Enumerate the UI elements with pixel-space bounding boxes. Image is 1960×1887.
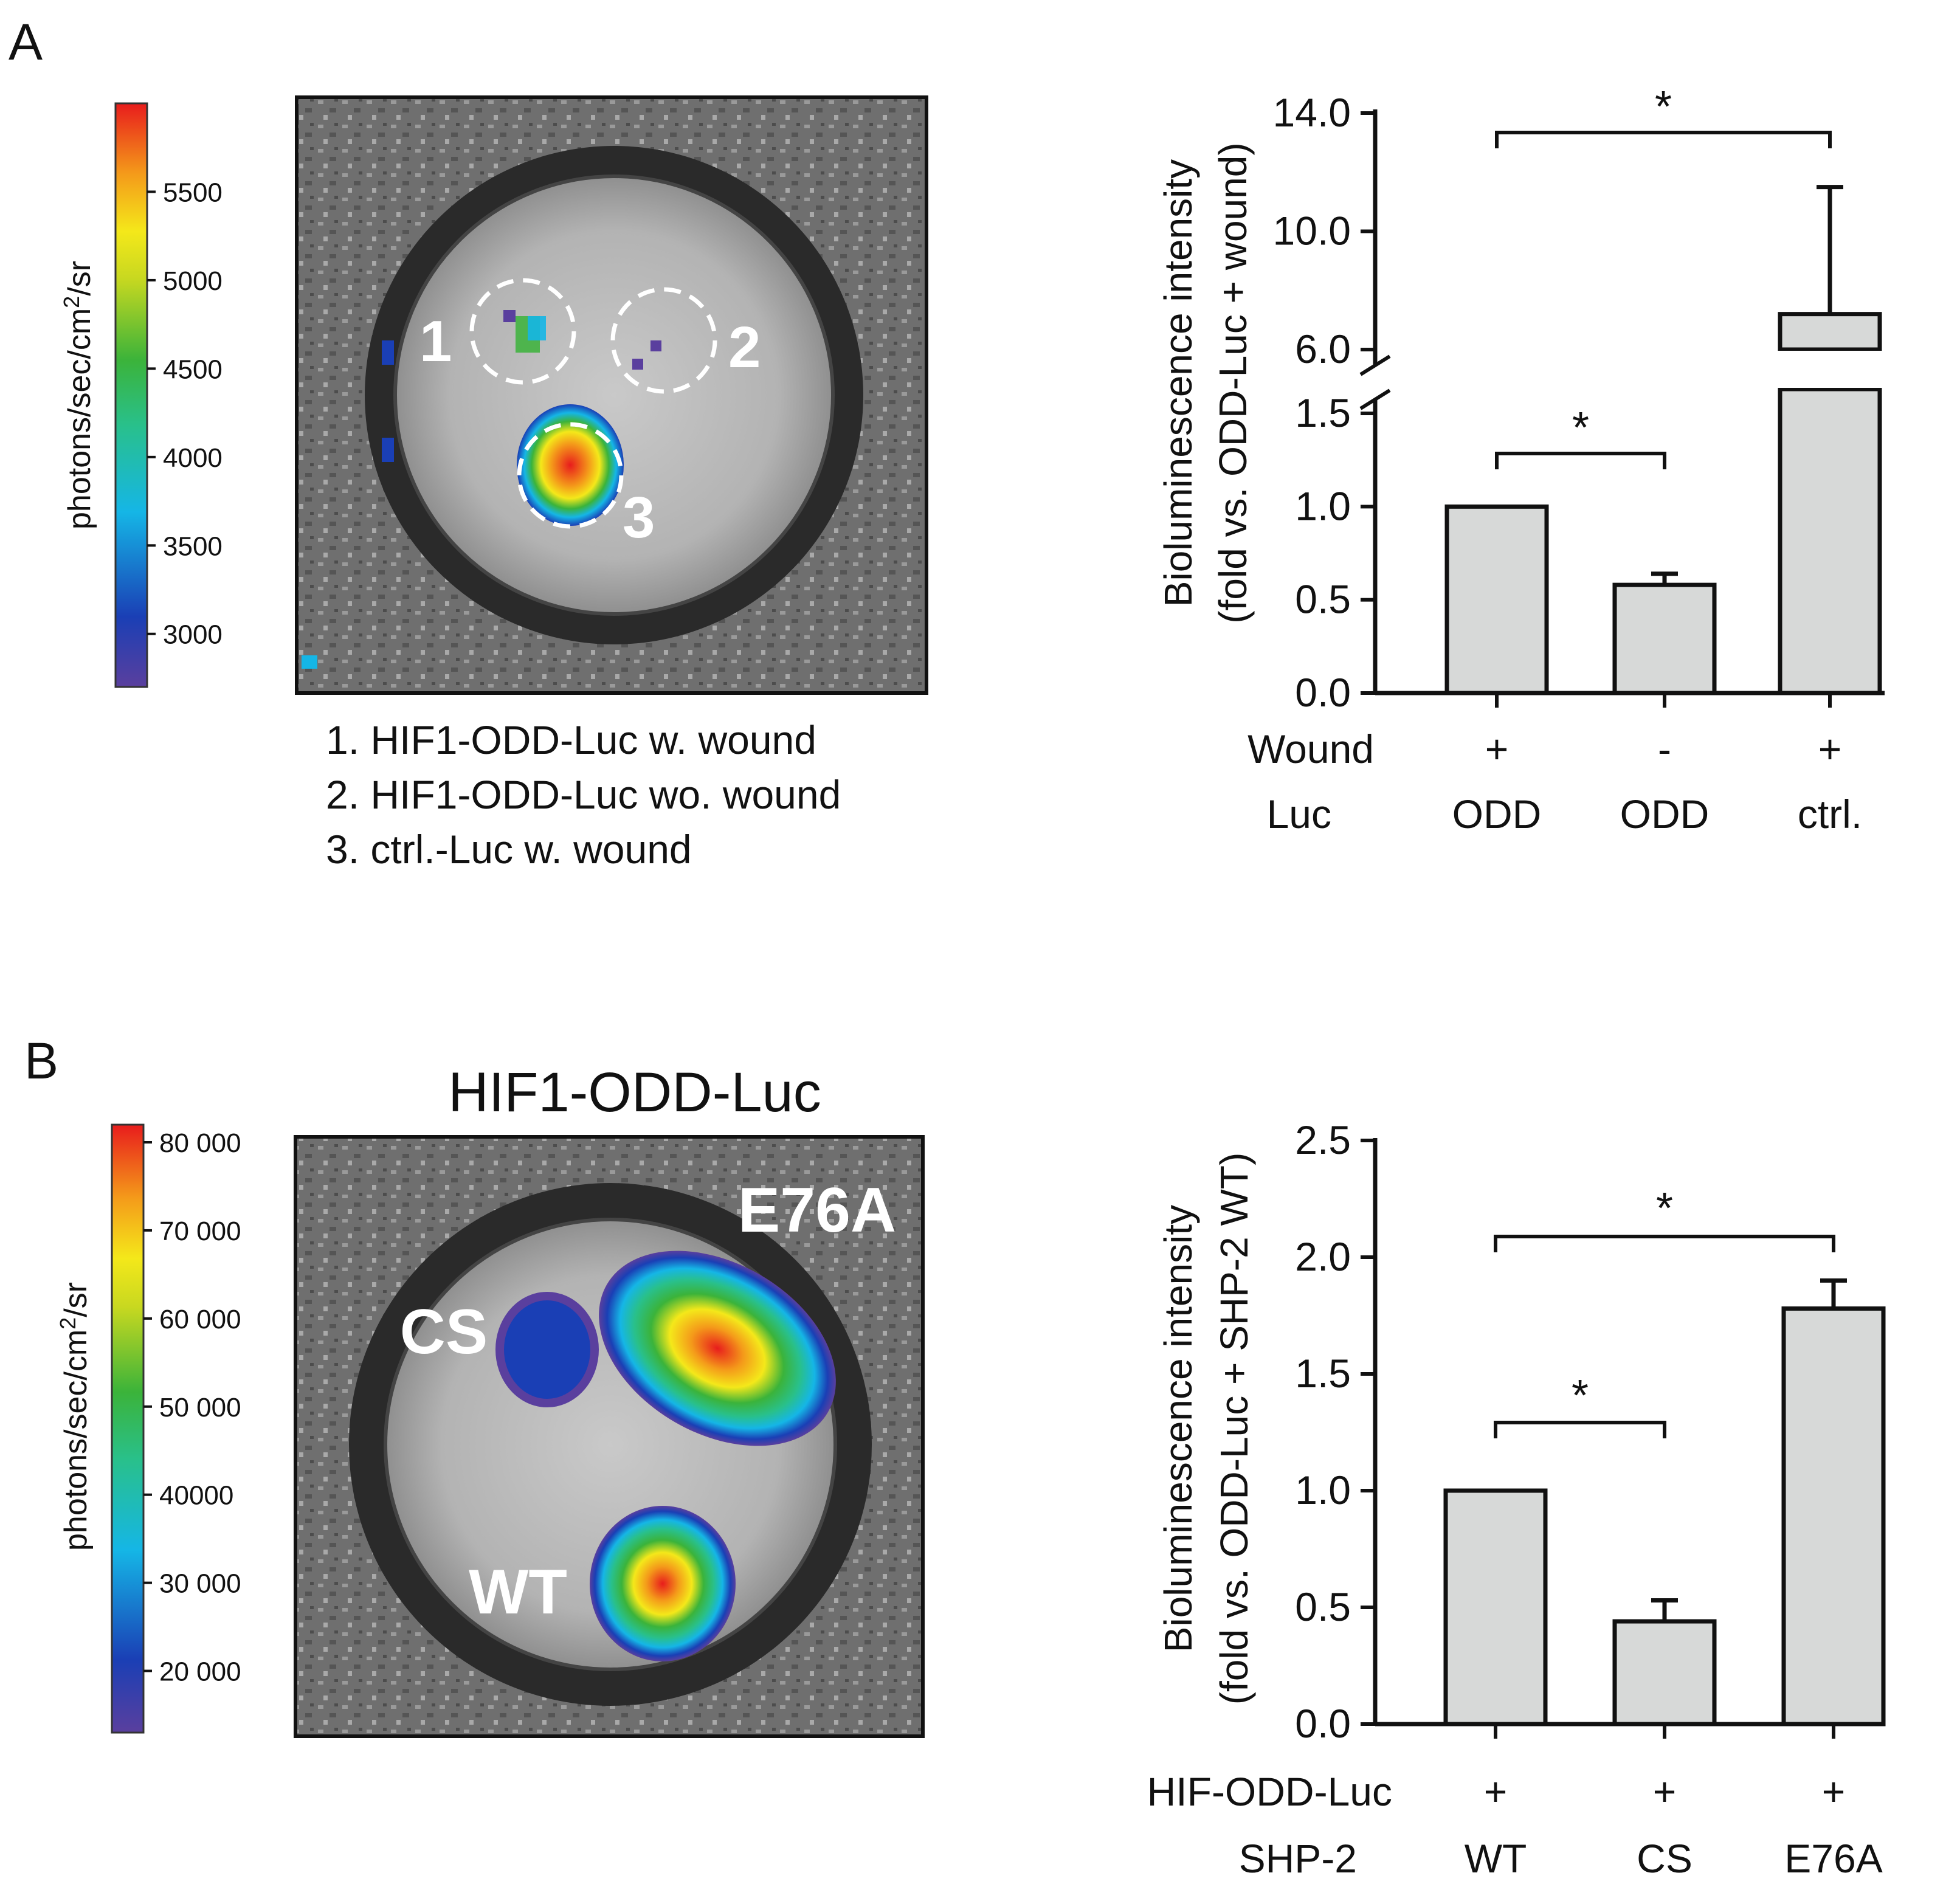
bar-chart-a: Bioluminescence intensity (fold vs. ODD-… <box>1156 83 1885 837</box>
chart-a-ytick-label: 0.5 <box>1295 577 1351 622</box>
roi-circle-1 <box>469 278 576 385</box>
chart-a-bar <box>1444 504 1549 695</box>
chart-a-ytick-label: 1.5 <box>1295 390 1351 435</box>
chart-b-category-label: E76A <box>1784 1836 1882 1881</box>
chart-a-axis-break-mark <box>1359 354 1391 376</box>
chart-a-row-label: Luc <box>1267 792 1331 837</box>
roi-circle-3 <box>517 422 624 529</box>
colorbar-a: 5500 5000 4500 4000 3500 3000 photons/sec/cm2… <box>59 102 223 688</box>
chart-a-ytick-label: 14.0 <box>1273 90 1351 135</box>
chart-a-bar-break-gap <box>1776 351 1883 388</box>
chart-a-category-label: ctrl. <box>1798 792 1862 837</box>
colorbar-a-gradient <box>114 102 148 688</box>
colorbar-tick-label: 50 000 <box>159 1393 241 1423</box>
signal-spot-e76a <box>599 1251 836 1446</box>
chart-a-ytick-label: 10.0 <box>1273 209 1351 254</box>
colorbar-b-gradient <box>111 1123 145 1734</box>
colorbar-tick-label: 60 000 <box>159 1305 241 1334</box>
chart-a-significance-star: * <box>1572 404 1589 452</box>
image-b-label-e76a: E76A <box>738 1175 896 1246</box>
chart-a-category-label: - <box>1658 726 1671 771</box>
roi-circle-2 <box>610 287 717 394</box>
chart-b-category-label: + <box>1484 1769 1508 1814</box>
colorbar-b-label: photons/sec/cm2/sr <box>55 1282 94 1551</box>
chart-a-category-label: + <box>1818 726 1842 771</box>
bar-chart-b: Bioluminescence intensity (fold vs. ODD-… <box>1147 1117 1886 1881</box>
colorbar-b: 80 000 70 000 60 000 50 000 40000 30 000 20 00… <box>55 1123 241 1734</box>
image-a-label-3: 3 <box>623 485 655 550</box>
chart-a-axis-break-mark <box>1359 388 1391 410</box>
chart-b-category-label: + <box>1653 1769 1677 1814</box>
chart-b-row-label: SHP-2 <box>1239 1836 1357 1881</box>
chart-a-significance-bracket <box>1495 452 1666 469</box>
legend-a-item-2: 2. HIF1-ODD-Luc wo. wound <box>326 772 841 817</box>
chart-b-ytick-label: 1.0 <box>1295 1468 1351 1513</box>
colorbar-tick-label: 4000 <box>163 443 223 473</box>
chart-b-row-label: HIF-ODD-Luc <box>1147 1769 1392 1814</box>
chart-a-significance-star: * <box>1655 83 1672 131</box>
chart-b-bar <box>1612 1619 1717 1727</box>
chart-a-category-label: ODD <box>1452 792 1542 837</box>
chart-a-category-label: + <box>1485 726 1509 771</box>
chart-b-ytick-label: 1.5 <box>1295 1351 1351 1396</box>
signal-spot-2 <box>650 340 661 351</box>
chart-b-ylabel: Bioluminescence intensity <box>1156 1205 1200 1652</box>
image-a-label-2: 2 <box>728 315 761 380</box>
colorbar-tick-label: 30 000 <box>159 1569 241 1599</box>
colorbar-tick-label: 5000 <box>163 266 223 296</box>
colorbar-tick-label: 40000 <box>159 1481 233 1511</box>
chart-b-category-label: WT <box>1465 1836 1527 1881</box>
chart-b-significance-bracket <box>1494 1421 1666 1438</box>
chart-a-category-label: ODD <box>1620 792 1710 837</box>
signal-spot-wt <box>590 1506 736 1661</box>
chart-a-ytick-label: 1.0 <box>1295 483 1351 528</box>
chart-b-ytick-label: 2.0 <box>1295 1234 1351 1279</box>
chart-b-category-label: CS <box>1637 1836 1693 1881</box>
chart-b-bar <box>1443 1488 1548 1727</box>
colorbar-tick-label: 80 000 <box>159 1128 241 1158</box>
chart-b-ytick-label: 0.5 <box>1295 1584 1351 1629</box>
bioluminescence-image-b: E76A CS WT <box>294 1135 925 1738</box>
chart-b-bar <box>1781 1306 1886 1727</box>
chart-a-significance-bracket <box>1495 131 1832 148</box>
colorbar-tick-label: 20 000 <box>159 1657 241 1687</box>
dish-a <box>393 174 835 616</box>
chart-b-ylabel-2: (fold vs. ODD-Luc + SHP-2 WT) <box>1212 1153 1256 1705</box>
chart-b-ytick-label: 0.0 <box>1295 1701 1351 1746</box>
legend-a-item-1: 1. HIF1-ODD-Luc w. wound <box>326 717 816 762</box>
panel-a-letter: A <box>9 13 43 71</box>
image-b-label-cs: CS <box>400 1297 488 1367</box>
chart-a-ytick-label: 0.0 <box>1295 670 1351 715</box>
signal-spot-3 <box>517 404 624 526</box>
image-b-title: HIF1-ODD-Luc <box>448 1061 821 1123</box>
colorbar-tick-label: 3500 <box>163 531 223 561</box>
chart-a-bar <box>1612 582 1717 695</box>
image-b-label-wt: WT <box>469 1557 567 1627</box>
signal-spot-cs <box>495 1292 599 1407</box>
chart-b-significance-bracket <box>1494 1235 1835 1252</box>
chart-b-significance-star: * <box>1572 1371 1589 1420</box>
chart-a-ylabel: Bioluminescence intensity <box>1156 159 1200 607</box>
chart-b-category-label: + <box>1822 1769 1846 1814</box>
chart-a-ytick-label: 6.0 <box>1295 326 1351 371</box>
colorbar-tick-label: 5500 <box>163 178 223 207</box>
bioluminescence-image-a: 1 2 3 <box>295 95 928 695</box>
colorbar-a-label: photons/sec/cm2/sr <box>59 261 97 530</box>
chart-a-bar <box>1778 387 1882 695</box>
image-a-label-1: 1 <box>419 309 452 374</box>
chart-a-ylabel-2: (fold vs. ODD-Luc + wound) <box>1211 142 1255 623</box>
colorbar-tick-label: 3000 <box>163 620 223 650</box>
panel-b-letter: B <box>24 1032 58 1089</box>
legend-a-item-3: 3. ctrl.-Luc w. wound <box>326 827 692 872</box>
colorbar-tick-label: 4500 <box>163 354 223 384</box>
chart-b-significance-star: * <box>1656 1184 1673 1233</box>
colorbar-tick-label: 70 000 <box>159 1216 241 1246</box>
chart-a-row-label: Wound <box>1247 726 1374 771</box>
chart-a-bar-upper <box>1778 312 1882 352</box>
chart-b-ytick-label: 2.5 <box>1295 1117 1351 1162</box>
